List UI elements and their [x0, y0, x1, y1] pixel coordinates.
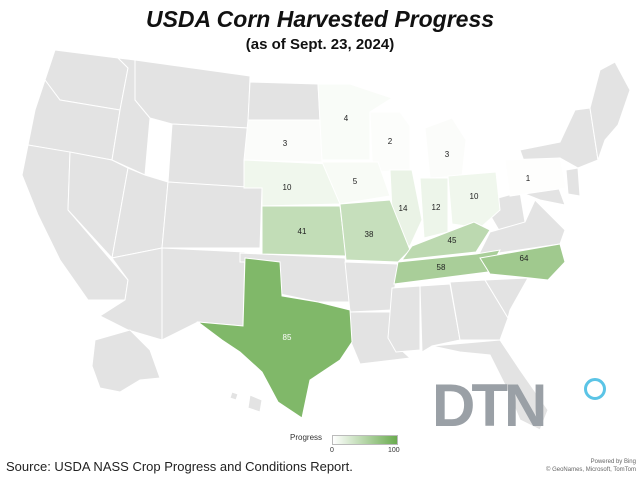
- legend-max: 100: [388, 447, 400, 454]
- state-AK: [91, 329, 161, 393]
- state-TX: [196, 257, 353, 419]
- data-states: [196, 83, 567, 419]
- label-KS: 41: [298, 227, 307, 236]
- map-subtitle: (as of Sept. 23, 2024): [245, 36, 395, 53]
- state-NC: [479, 243, 566, 281]
- label-SD: 3: [283, 139, 288, 148]
- label-IN: 12: [432, 203, 441, 212]
- base-states: [21, 49, 631, 431]
- label-IL: 14: [399, 204, 408, 213]
- state-MT: [134, 59, 251, 129]
- label-OH: 10: [470, 192, 479, 201]
- state-PA: [504, 157, 567, 197]
- attribution-text: © GeoNames, Microsoft, TomTom: [546, 467, 636, 473]
- label-WI: 2: [388, 137, 393, 146]
- state-IA: [321, 161, 391, 205]
- state-MI: [424, 117, 467, 179]
- state-ND: [247, 81, 321, 121]
- state-NE-states: [589, 61, 631, 161]
- label-NC: 64: [520, 254, 529, 263]
- label-NE: 10: [283, 183, 292, 192]
- state-MS: [387, 285, 421, 353]
- state-OH: [447, 171, 501, 229]
- state-NJ: [565, 167, 581, 197]
- inset-states: [91, 329, 263, 413]
- state-AR: [344, 261, 399, 313]
- label-IA: 5: [353, 177, 358, 186]
- state-MO: [339, 199, 411, 263]
- source-note: Source: USDA NASS Crop Progress and Cond…: [6, 459, 353, 474]
- powered-by: Powered by Bing: [590, 459, 636, 465]
- label-TX: 85: [283, 333, 292, 342]
- value-labels: 3 4 2 3 1 10 5 14 12 10 41 38 45 58 64 8…: [283, 114, 531, 342]
- label-MN: 4: [344, 114, 349, 123]
- dtn-logo-text: DTN: [432, 372, 547, 439]
- state-AL: [419, 283, 461, 353]
- map-legend: Progress 0 100: [290, 433, 430, 459]
- state-HI: [229, 391, 263, 413]
- label-TN: 58: [437, 263, 446, 272]
- state-WY: [167, 123, 249, 189]
- dtn-logo-dot-icon: [584, 378, 606, 400]
- state-FL: [431, 339, 549, 431]
- state-KY: [400, 221, 491, 261]
- legend-min: 0: [330, 447, 334, 454]
- label-KY: 45: [448, 236, 457, 245]
- dtn-logo: DTN: [432, 376, 612, 446]
- map-title: USDA Corn Harvested Progress: [145, 6, 495, 32]
- state-CO: [161, 181, 263, 249]
- label-MO: 38: [365, 230, 374, 239]
- state-SC: [484, 277, 529, 320]
- legend-title: Progress: [290, 433, 323, 442]
- legend-gradient: [332, 435, 398, 445]
- map-attribution: Powered by Bing © GeoNames, Microsoft, T…: [540, 458, 636, 474]
- label-MI: 3: [445, 150, 450, 159]
- label-PA: 1: [526, 174, 531, 183]
